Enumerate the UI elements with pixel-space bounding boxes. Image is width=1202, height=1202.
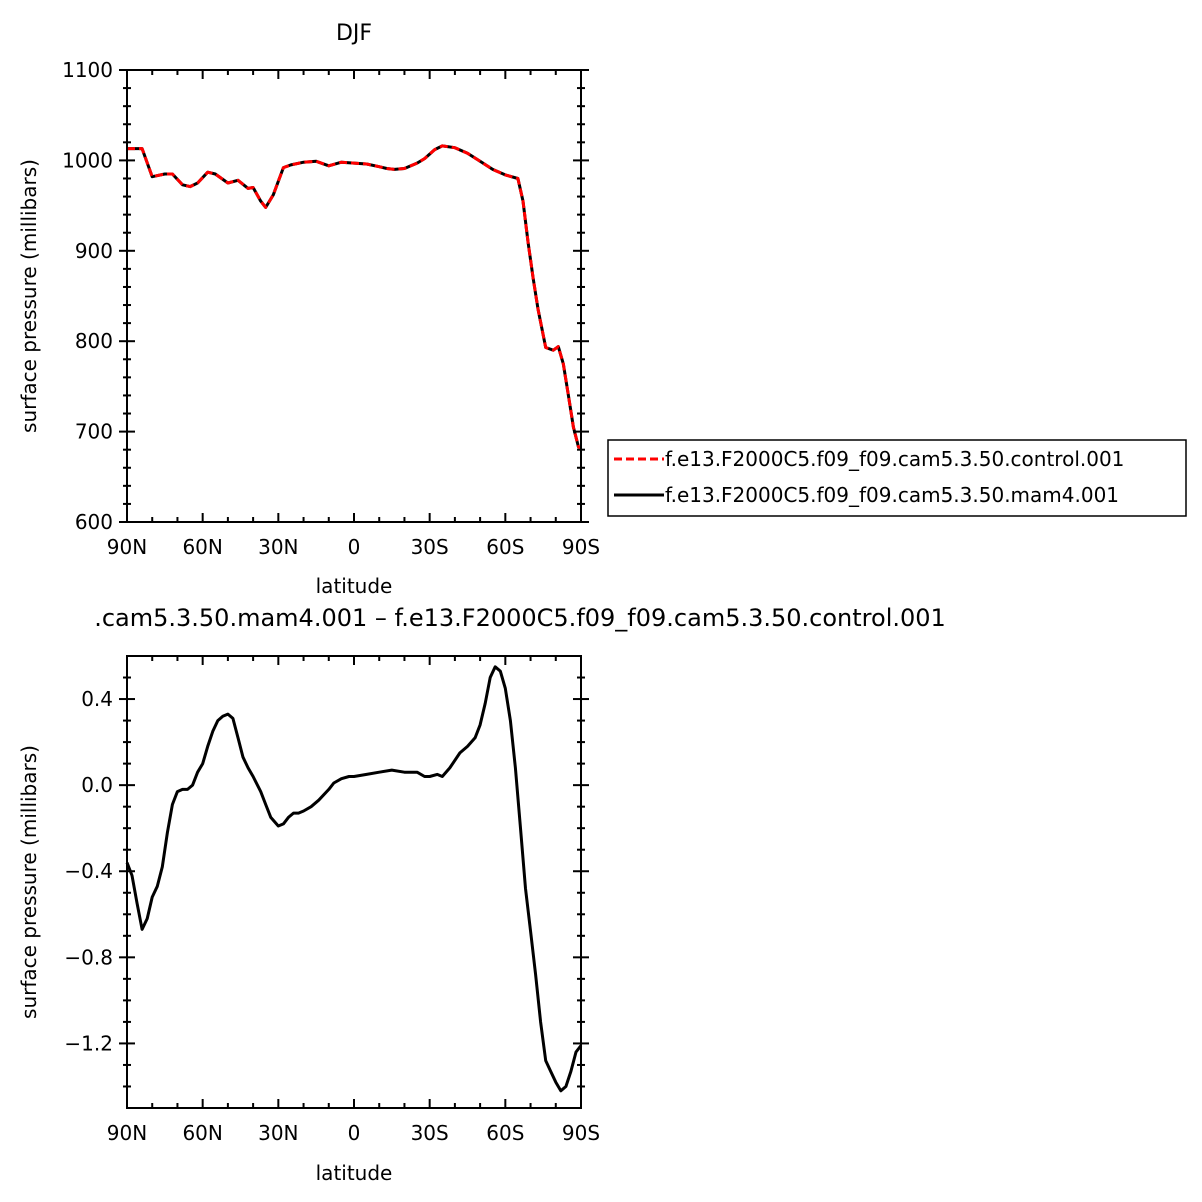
x-tick-label: 30N — [258, 535, 298, 559]
top-y-axis-label: surface pressure (millibars) — [17, 159, 41, 433]
bottom-panel: .cam5.3.50.mam4.001 – f.e13.F2000C5.f09_… — [17, 604, 946, 1185]
top-x-axis-label: latitude — [316, 574, 393, 598]
bottom-chart-title: .cam5.3.50.mam4.001 – f.e13.F2000C5.f09_… — [94, 604, 946, 632]
x-tick-label: 0 — [348, 1121, 361, 1145]
bottom-ticks: 90N 60N 30N 0 30S 60S 90S −1.2 −0.8 −0.4 0.0 0.4 — [64, 656, 600, 1145]
x-tick-label: 30S — [411, 1121, 449, 1145]
x-tick-label: 90S — [562, 535, 600, 559]
y-tick-label: 1100 — [62, 58, 113, 82]
y-tick-label: 900 — [75, 239, 113, 263]
legend-label-mam4: f.e13.F2000C5.f09_f09.cam5.3.50.mam4.001 — [665, 483, 1119, 507]
x-tick-label: 30S — [411, 535, 449, 559]
x-tick-label: 60N — [182, 535, 222, 559]
series-line-0-0 — [127, 144, 582, 450]
y-tick-label: −0.8 — [64, 945, 113, 969]
y-tick-label: 0.4 — [81, 687, 113, 711]
legend-box — [607, 439, 1187, 517]
x-tick-label: 0 — [348, 535, 361, 559]
x-tick-label: 90N — [107, 1121, 147, 1145]
x-tick-label: 60N — [182, 1121, 222, 1145]
bottom-y-axis-label: surface pressure (millibars) — [17, 745, 41, 1019]
top-legend: f.e13.F2000C5.f09_f09.cam5.3.50.control.… — [607, 439, 1187, 517]
y-tick-label: 1000 — [62, 148, 113, 172]
x-tick-label: 60S — [486, 1121, 524, 1145]
y-tick-label: −0.4 — [64, 859, 113, 883]
bottom-series-group — [125, 665, 583, 1093]
y-tick-label: 600 — [75, 510, 113, 534]
x-tick-label: 60S — [486, 535, 524, 559]
top-series-group — [127, 144, 582, 450]
bottom-plot-frame — [126, 655, 582, 1109]
y-tick-label: −1.2 — [64, 1031, 113, 1055]
x-tick-label: 30N — [258, 1121, 298, 1145]
y-tick-label: 0.0 — [81, 773, 113, 797]
top-plot-frame — [126, 69, 582, 523]
legend-label-control: f.e13.F2000C5.f09_f09.cam5.3.50.control.… — [665, 447, 1124, 471]
y-tick-label: 800 — [75, 329, 113, 353]
x-tick-label: 90S — [562, 1121, 600, 1145]
y-tick-label: 700 — [75, 420, 113, 444]
top-ticks: 90N 60N 30N 0 30S 60S 90S 600 700 800 900 1000 1100 — [62, 58, 600, 559]
top-panel: DJF 90N 60N 30N 0 30S 60S 90S 600 700 800 900 1000 1… — [17, 21, 1187, 598]
bottom-x-axis-label: latitude — [316, 1161, 393, 1185]
series-line-0-1 — [127, 144, 582, 450]
top-chart-title: DJF — [336, 21, 372, 46]
series-line-1-0 — [125, 665, 583, 1093]
x-tick-label: 90N — [107, 535, 147, 559]
